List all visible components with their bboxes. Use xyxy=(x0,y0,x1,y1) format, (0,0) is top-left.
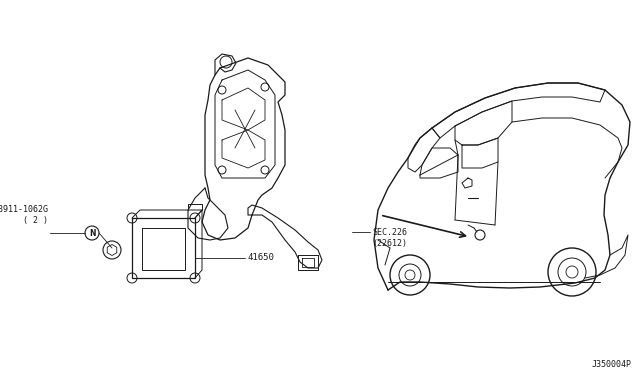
Text: SEC.226
(22612): SEC.226 (22612) xyxy=(372,228,407,248)
Text: 08911-1062G
( 2 ): 08911-1062G ( 2 ) xyxy=(0,205,48,225)
Text: J350004P: J350004P xyxy=(592,360,632,369)
Text: 41650: 41650 xyxy=(247,253,274,263)
Text: N: N xyxy=(89,228,95,237)
